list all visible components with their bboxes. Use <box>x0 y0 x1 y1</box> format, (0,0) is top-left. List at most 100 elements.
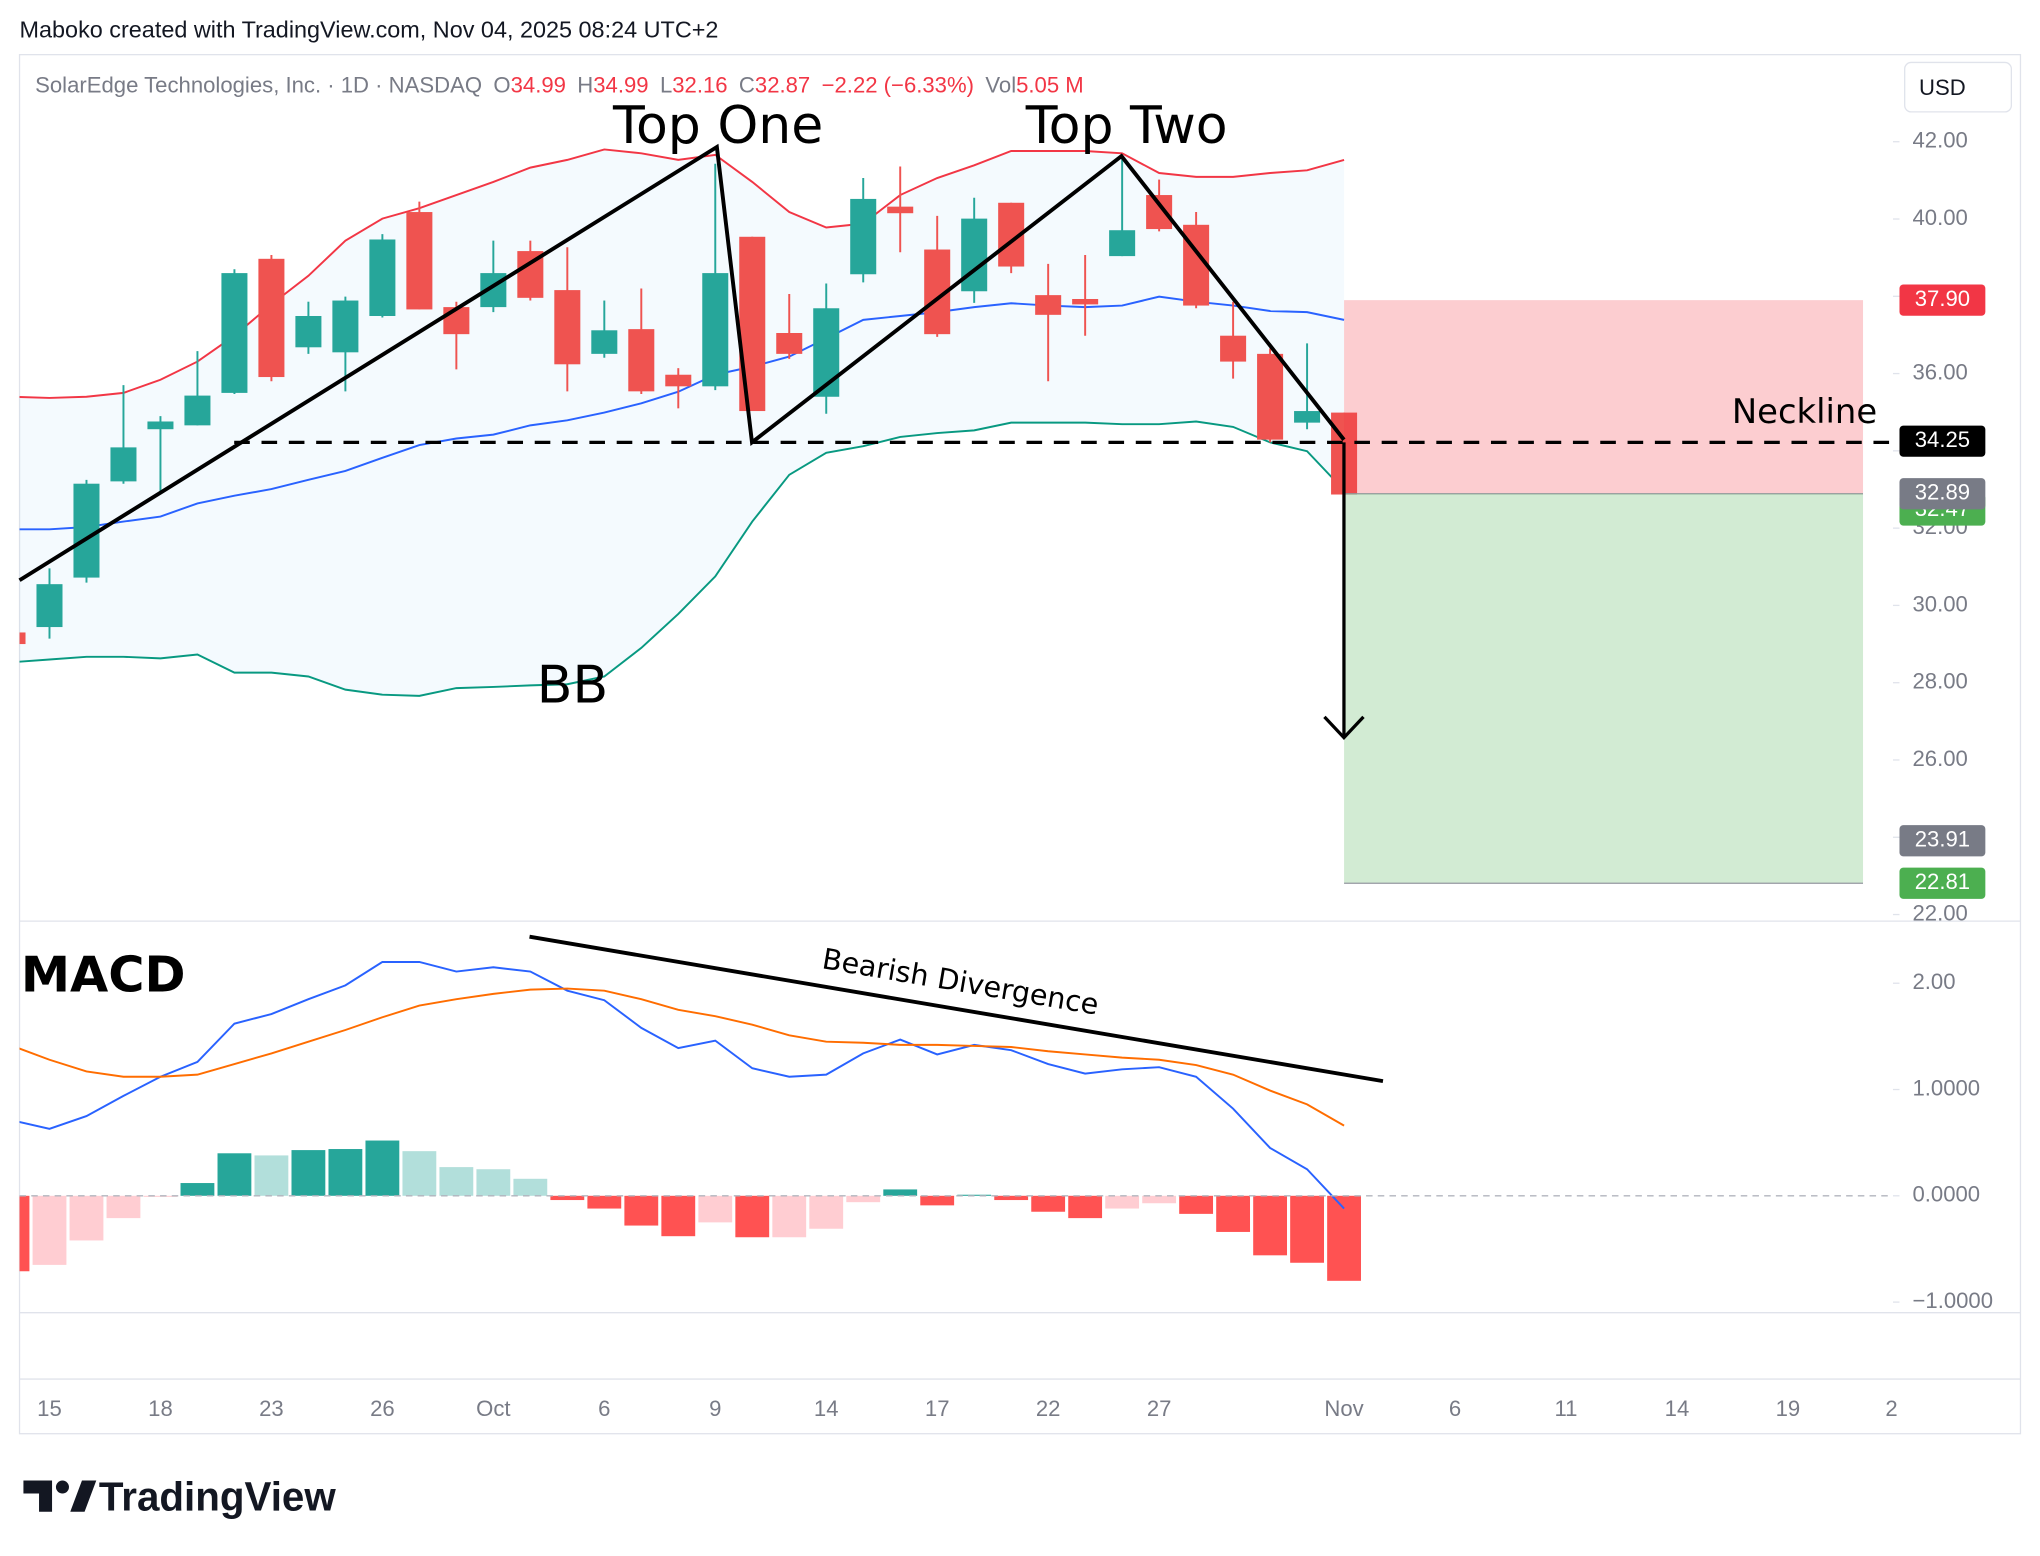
plot-area <box>19 148 1361 1281</box>
legend: SolarEdge Technologies, Inc. · 1D · NASD… <box>35 72 1084 97</box>
histogram-bar <box>476 1169 511 1196</box>
price-label-box <box>1899 284 1986 316</box>
candle-body <box>332 300 359 353</box>
y-tick-label: −1.0000 <box>1912 1288 1993 1313</box>
histogram-bar <box>291 1150 326 1196</box>
candle-body <box>369 239 396 316</box>
histogram-bar <box>1105 1195 1140 1209</box>
arrow-head <box>1323 715 1365 741</box>
price-label-box <box>1899 867 1986 899</box>
ohlc-value: 32.16 <box>672 72 727 97</box>
symbol: SolarEdge Technologies, Inc. · 1D · NASD… <box>35 72 482 97</box>
double-top-drawing <box>18 143 1346 582</box>
macd-line <box>19 987 1345 1127</box>
x-tick-label: Oct <box>476 1396 510 1421</box>
histogram-bar <box>254 1155 289 1196</box>
candle-body <box>961 218 988 292</box>
histogram-bar <box>1290 1195 1324 1263</box>
y-tick-label: 40.00 <box>1912 205 1967 230</box>
candle-body <box>554 290 581 365</box>
histogram-bar <box>1253 1195 1288 1256</box>
x-tick-label: 22 <box>1036 1396 1061 1421</box>
ohlc-value: 34.99 <box>511 72 566 97</box>
x-tick-label: 9 <box>709 1396 721 1421</box>
x-tick-label: 18 <box>148 1396 173 1421</box>
annotation: Top Two <box>1025 96 1228 156</box>
candle-body <box>221 273 248 393</box>
price-label: 22.81 <box>1915 869 1970 894</box>
currency-button[interactable] <box>1904 61 2013 113</box>
histogram-bar <box>1068 1195 1103 1219</box>
candle-body <box>406 212 433 310</box>
candle-body <box>443 307 470 335</box>
candle-body <box>147 421 174 430</box>
histogram-bar <box>772 1195 807 1238</box>
histogram-bar <box>587 1195 622 1209</box>
histogram-bar <box>735 1195 770 1238</box>
histogram-bar <box>661 1195 696 1237</box>
bollinger-lower <box>19 420 1345 697</box>
candle-body <box>776 332 803 354</box>
bollinger-fill <box>19 149 1345 696</box>
y-tick-label: 2.00 <box>1912 969 1955 994</box>
x-tick-label: 14 <box>814 1396 839 1421</box>
histogram-bar <box>439 1167 474 1196</box>
x-tick-label: 27 <box>1147 1396 1172 1421</box>
histogram-bar <box>106 1195 141 1219</box>
currency[interactable]: USD <box>1919 75 1966 100</box>
histogram-bar <box>550 1195 585 1201</box>
x-tick-label: 17 <box>925 1396 950 1421</box>
x-tick-label: 15 <box>37 1396 62 1421</box>
candle-body <box>665 374 692 387</box>
candle-body <box>19 632 26 645</box>
candle-body <box>110 447 137 482</box>
histogram-bar <box>883 1189 918 1196</box>
position-zone <box>1344 300 1864 494</box>
x-tick-label: 26 <box>370 1396 395 1421</box>
change: −2.22 (−6.33%) <box>822 72 974 97</box>
annotation: Neckline <box>1732 392 1877 431</box>
candle-body <box>813 308 840 397</box>
candle-body <box>591 330 618 354</box>
histogram-bar <box>920 1195 955 1206</box>
candle-body <box>1072 298 1099 305</box>
x-tick-label: 23 <box>259 1396 284 1421</box>
candle-body <box>1294 411 1321 423</box>
y-tick-label: 42.00 <box>1912 128 1967 153</box>
candle-body <box>1220 335 1247 362</box>
histogram-bar <box>1142 1195 1177 1204</box>
chart-frame <box>18 53 2022 1435</box>
divergence-line <box>529 934 1384 1084</box>
annotation: BB <box>537 656 608 716</box>
histogram-bar <box>809 1195 844 1229</box>
candle-body <box>1146 195 1173 230</box>
candle-body <box>1257 353 1284 440</box>
logo-text: TradingView <box>99 1473 336 1519</box>
histogram-bar <box>328 1149 363 1196</box>
candle-body <box>739 236 766 412</box>
candle-body <box>887 206 914 214</box>
histogram-bar <box>846 1195 881 1203</box>
price-label-box <box>1899 425 1986 457</box>
histogram-bar <box>180 1183 215 1196</box>
volume: 5.05 M <box>1016 72 1084 97</box>
ohlc-label: O <box>493 72 510 97</box>
price-label-box <box>1899 478 1986 510</box>
annotation: Top One <box>612 96 823 156</box>
chart: 22.0024.0026.0028.0030.0032.0034.0036.00… <box>19 128 1993 1421</box>
x-tick-label: 11 <box>1555 1396 1578 1421</box>
candle-body <box>628 329 655 392</box>
y-tick-label: 0.0000 <box>1912 1182 1980 1207</box>
histogram-bar <box>1179 1195 1214 1214</box>
candle-body <box>295 315 322 348</box>
ohlc-label: H <box>577 72 593 97</box>
histogram-bar <box>19 1195 30 1272</box>
x-tick-label: 6 <box>1449 1396 1461 1421</box>
price-label: 37.90 <box>1915 286 1970 311</box>
histogram-bar <box>698 1195 733 1223</box>
candle-body <box>702 273 729 387</box>
y-tick-label: 1.0000 <box>1912 1075 1980 1100</box>
y-tick-label: 28.00 <box>1912 669 1967 694</box>
x-tick-label: 2 <box>1885 1396 1897 1421</box>
candle-body <box>73 483 100 578</box>
